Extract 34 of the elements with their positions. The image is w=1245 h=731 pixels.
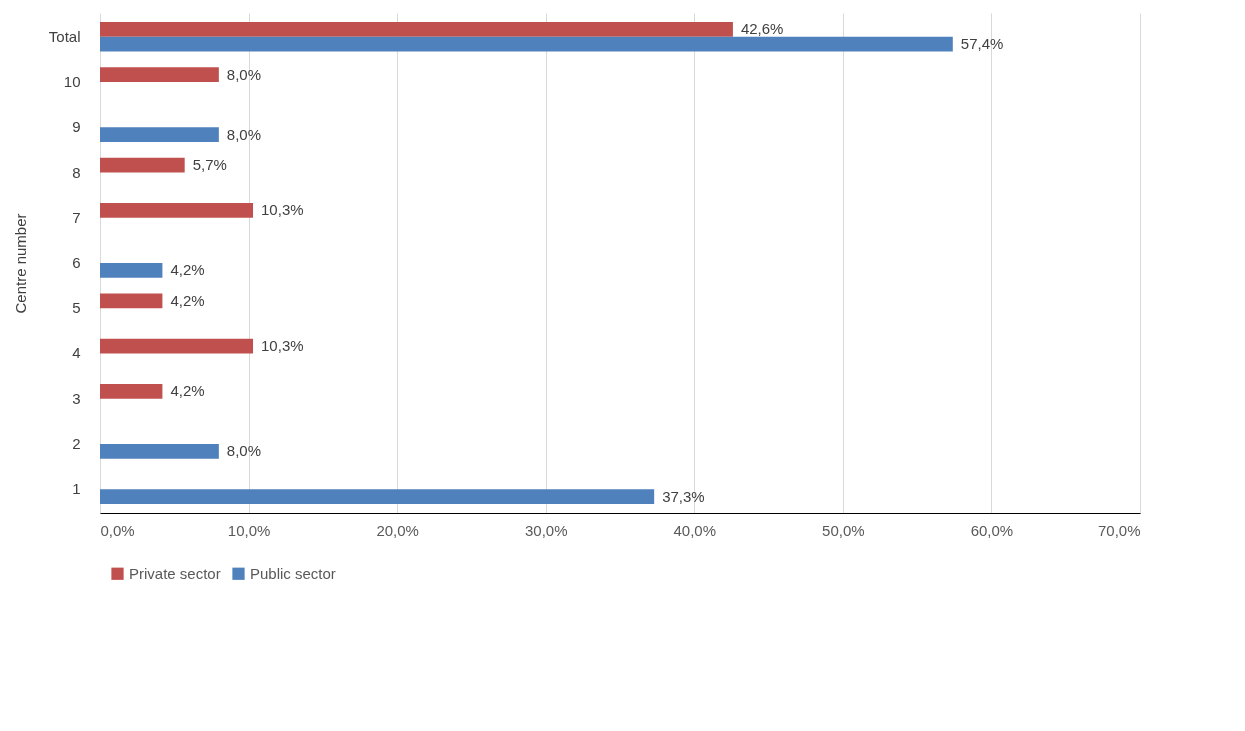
y-tick-label: Total bbox=[48, 27, 81, 45]
y-tick-label: 4 bbox=[72, 344, 81, 362]
y-tick-label: 5 bbox=[72, 299, 81, 317]
data-label: 8,0% bbox=[226, 65, 262, 83]
x-tick-label: 0,0% bbox=[100, 521, 135, 539]
x-tick-label: 50,0% bbox=[822, 521, 865, 539]
x-tick-label: 40,0% bbox=[673, 521, 717, 539]
x-tick-label: 30,0% bbox=[524, 521, 568, 539]
data-label: 57,4% bbox=[960, 35, 1004, 53]
y-axis-title: Centre number bbox=[11, 213, 29, 314]
x-tick-label: 70,0% bbox=[1097, 521, 1141, 539]
y-tick-label: 10 bbox=[63, 73, 81, 90]
legend-label: Public sector bbox=[250, 564, 336, 582]
y-tick-label: 8 bbox=[72, 163, 81, 181]
data-label: 8,0% bbox=[226, 442, 262, 460]
data-label: 5,7% bbox=[192, 156, 227, 174]
data-label: 4,2% bbox=[170, 261, 205, 279]
data-label: 4,2% bbox=[170, 382, 205, 400]
y-tick-label: 2 bbox=[72, 435, 81, 452]
data-label: 42,6% bbox=[740, 20, 784, 38]
y-tick-label: 7 bbox=[72, 208, 81, 226]
y-tick-label: 9 bbox=[72, 118, 81, 136]
data-label: 10,3% bbox=[261, 337, 304, 355]
legend-label: Private sector bbox=[129, 564, 221, 582]
data-label: 8,0% bbox=[226, 125, 262, 143]
x-tick-label: 20,0% bbox=[376, 521, 419, 539]
y-tick-label: 6 bbox=[72, 254, 81, 271]
data-label: 10,3% bbox=[261, 201, 304, 219]
x-tick-label: 60,0% bbox=[970, 521, 1014, 539]
y-tick-label: 1 bbox=[72, 480, 81, 498]
data-label: 4,2% bbox=[170, 291, 205, 309]
x-tick-label: 10,0% bbox=[227, 521, 271, 539]
data-label: 37,3% bbox=[662, 487, 705, 505]
y-tick-label: 3 bbox=[72, 389, 81, 407]
